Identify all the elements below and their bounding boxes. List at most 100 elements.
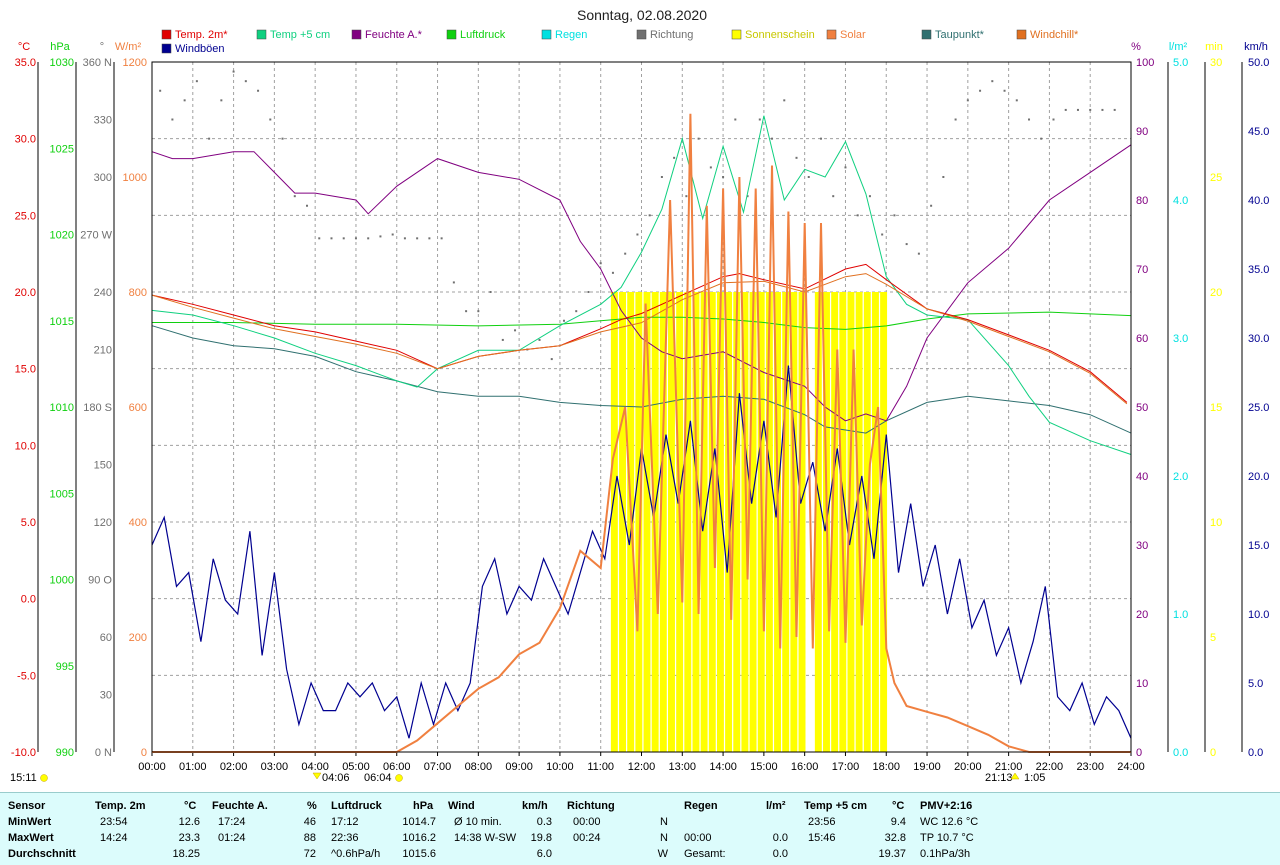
- direction-point: [183, 99, 186, 102]
- direction-point: [795, 156, 798, 159]
- direction-point: [893, 214, 896, 217]
- pressure-tick-label: 990: [56, 747, 74, 759]
- direction-point: [611, 271, 614, 274]
- direction-point: [1003, 89, 1006, 92]
- sunrise-icon: [395, 774, 403, 782]
- direction-point: [697, 137, 700, 140]
- direction-point: [734, 118, 737, 121]
- stats-wind-unit: km/h: [522, 800, 548, 812]
- direction-point: [991, 80, 994, 83]
- time-tick-label: 05:00: [342, 761, 370, 773]
- stats-pmv: 0.1hPa/3h: [920, 848, 971, 860]
- time-tick-label: 14:00: [709, 761, 737, 773]
- temp-tick-label: 5.0: [21, 517, 36, 529]
- pressure-tick-label: 1025: [50, 143, 74, 155]
- rain-tick-label: 2.0: [1173, 471, 1188, 483]
- stats-rain-unit: l/m²: [766, 800, 786, 812]
- direction-point: [354, 237, 357, 240]
- sunshine-bar: [733, 292, 741, 752]
- direction-point: [1113, 108, 1116, 111]
- wind-tick-label: 15.0: [1248, 540, 1269, 552]
- pressure-tick-label: 1030: [50, 57, 74, 69]
- direction-point: [1028, 118, 1031, 121]
- dawn-time: 04:06: [322, 772, 350, 784]
- direction-point: [954, 118, 957, 121]
- direction-tick-label: 210: [94, 345, 112, 357]
- direction-tick-label: 30: [100, 690, 112, 702]
- solar-axis-unit: W/m²: [115, 41, 142, 53]
- rain-axis-unit: l/m²: [1169, 41, 1188, 53]
- moonrise-time: 1:05: [1024, 772, 1045, 784]
- stats-press-time: ^0.6hPa/h: [331, 848, 381, 860]
- stats-hum-time: 01:24: [218, 832, 246, 844]
- time-tick-label: 22:00: [1036, 761, 1064, 773]
- moonset-icon: [40, 774, 48, 782]
- direction-point: [293, 195, 296, 198]
- direction-tick-label: 180 S: [83, 402, 112, 414]
- stats-t5-time: 15:46: [808, 832, 836, 844]
- moonset-time: 15:11: [10, 772, 37, 784]
- time-tick-label: 06:00: [383, 761, 411, 773]
- stats-hum-header: Feuchte A.: [212, 800, 268, 812]
- time-tick-label: 18:00: [872, 761, 900, 773]
- direction-tick-label: 300: [94, 172, 112, 184]
- legend: Temp. 2m* Temp +5 cm Feuchte A.* Luftdruck R…: [161, 29, 1079, 55]
- legend-label: Temp +5 cm: [270, 29, 330, 41]
- time-tick-label: 17:00: [832, 761, 860, 773]
- stats-sensor-header: Sensor: [8, 800, 46, 812]
- sunshine-bar: [684, 292, 692, 752]
- direction-point: [403, 237, 406, 240]
- sunshine-bar: [635, 292, 643, 752]
- direction-point: [771, 137, 774, 140]
- direction-point: [538, 338, 541, 341]
- series-line-windchill: [151, 273, 1128, 405]
- sunshine-bar: [749, 292, 757, 752]
- temp-tick-label: 10.0: [15, 440, 36, 452]
- stats-hum-val: 88: [303, 832, 316, 844]
- stats-t5-val: 32.8: [884, 832, 906, 844]
- wind-tick-label: 25.0: [1248, 402, 1269, 414]
- stats-temp-time: 14:24: [100, 832, 128, 844]
- direction-point: [562, 319, 565, 322]
- rain-tick-label: 3.0: [1173, 333, 1188, 345]
- pressure-tick-label: 1020: [50, 230, 74, 242]
- direction-point: [722, 176, 725, 178]
- stats-t5-val: 9.4: [890, 816, 906, 828]
- sunrise-time: 06:04: [364, 772, 392, 784]
- sunset-icon: [1010, 772, 1020, 780]
- direction-point: [391, 233, 394, 236]
- direction-point: [881, 233, 884, 236]
- stats-dir-time: 00:00: [573, 816, 601, 828]
- stats-hum-val: 46: [303, 816, 316, 828]
- stats-dir-val: N: [660, 816, 668, 828]
- direction-point: [477, 310, 480, 313]
- stats-rain-val: 0.0: [772, 832, 788, 844]
- sunshine-tick-label: 15: [1210, 402, 1222, 414]
- stats-temp-val: 23.3: [178, 832, 200, 844]
- series-line-luftdruck: [152, 311, 1132, 330]
- direction-point: [575, 310, 578, 313]
- stats-temp-time: 23:54: [100, 816, 128, 828]
- stats-press-time: 22:36: [331, 832, 359, 844]
- stats-pmv-header: PMV+2:16: [920, 800, 973, 812]
- time-tick-label: 08:00: [465, 761, 493, 773]
- direction-point: [465, 310, 468, 313]
- sunshine-tick-label: 30: [1210, 57, 1222, 69]
- stats-press-time: 17:12: [331, 816, 359, 828]
- legend-label: Temp. 2m*: [175, 29, 228, 41]
- legend-swatch: [731, 29, 742, 40]
- direction-points: [159, 70, 1116, 361]
- direction-point: [1101, 108, 1104, 111]
- direction-point: [232, 70, 235, 73]
- temp-tick-label: -5.0: [17, 670, 36, 682]
- direction-point: [452, 281, 455, 284]
- direction-axis-unit: °: [100, 41, 104, 53]
- sunshine-bar: [708, 292, 716, 752]
- rain-tick-label: 0.0: [1173, 747, 1188, 759]
- pressure-tick-label: 1010: [50, 402, 74, 414]
- humidity-tick-label: 70: [1136, 264, 1148, 276]
- stats-label: MinWert: [8, 816, 52, 828]
- time-tick-label: 04:00: [301, 761, 329, 773]
- time-tick-label: 03:00: [261, 761, 289, 773]
- temp-tick-label: 15.0: [15, 364, 36, 376]
